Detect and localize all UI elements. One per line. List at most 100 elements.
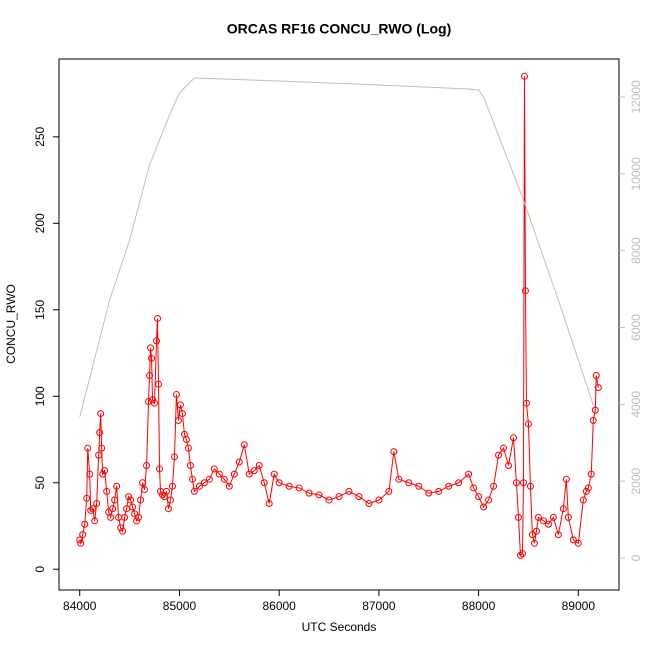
data-point <box>325 496 333 504</box>
data-point <box>164 505 172 513</box>
data-point <box>162 487 170 495</box>
data-point <box>235 458 243 466</box>
data-point <box>564 513 572 521</box>
data-point <box>594 384 602 392</box>
data-point <box>107 513 115 521</box>
data-point <box>174 416 182 424</box>
data-point <box>86 470 94 478</box>
data-point <box>143 461 151 469</box>
data-point <box>146 372 154 380</box>
data-point <box>260 479 268 487</box>
data-point <box>210 465 218 473</box>
x-tick-label: 88000 <box>462 599 496 613</box>
data-point <box>159 491 167 499</box>
data-point <box>255 461 263 469</box>
data-point <box>156 465 164 473</box>
data-point <box>225 482 233 490</box>
data-point <box>111 496 119 504</box>
data-point <box>295 484 303 492</box>
data-point <box>172 391 180 399</box>
data-point <box>549 513 557 521</box>
data-point <box>539 517 547 525</box>
data-point <box>103 487 111 495</box>
data-point <box>554 531 562 539</box>
data-point <box>526 482 534 490</box>
data-point <box>584 484 592 492</box>
y2-tick-label: 8000 <box>629 237 643 264</box>
data-point <box>93 500 101 508</box>
data-point <box>139 479 147 487</box>
data-point <box>435 487 443 495</box>
y-tick-label: 200 <box>33 213 47 233</box>
data-point <box>579 496 587 504</box>
data-point <box>275 479 283 487</box>
data-point <box>415 482 423 490</box>
data-point <box>512 479 520 487</box>
data-point <box>265 500 273 508</box>
data-point <box>176 401 184 409</box>
data-point <box>81 520 89 528</box>
data-point <box>240 441 248 449</box>
data-point <box>516 551 524 559</box>
data-point <box>480 503 488 511</box>
x-axis-label: UTC Seconds <box>302 620 377 634</box>
data-point <box>101 467 109 475</box>
data-point <box>109 505 117 513</box>
data-point <box>465 470 473 478</box>
data-point <box>587 470 595 478</box>
data-point <box>131 510 139 518</box>
data-point <box>135 513 143 521</box>
data-point <box>375 496 383 504</box>
data-point <box>117 524 125 532</box>
data-point <box>195 482 203 490</box>
data-point <box>190 487 198 495</box>
data-point <box>390 448 398 456</box>
data-point <box>200 479 208 487</box>
data-point <box>98 444 106 452</box>
data-point <box>79 531 87 539</box>
data-point <box>83 494 91 502</box>
data-point <box>121 513 129 521</box>
data-point <box>495 451 503 459</box>
data-point <box>510 434 518 442</box>
data-point <box>182 436 190 444</box>
data-point <box>589 416 597 424</box>
y-tick-label: 250 <box>33 127 47 147</box>
data-point <box>455 479 463 487</box>
data-point <box>119 527 127 535</box>
data-point <box>155 380 163 388</box>
data-point <box>514 513 522 521</box>
y2-tick-label: 10000 <box>629 157 643 191</box>
data-point <box>151 399 159 407</box>
data-point <box>592 372 600 380</box>
y2-tick-label: 12000 <box>629 80 643 114</box>
data-point <box>125 493 133 501</box>
data-point <box>133 517 141 525</box>
data-point <box>245 470 253 478</box>
data-point <box>205 475 213 483</box>
data-point <box>524 420 532 428</box>
data-point <box>89 505 97 513</box>
data-point <box>99 470 107 478</box>
data-point <box>230 470 238 478</box>
data-point <box>582 487 590 495</box>
data-point <box>522 399 530 407</box>
data-point <box>91 517 99 525</box>
data-point <box>490 482 498 490</box>
data-point <box>148 354 156 362</box>
y2-tick-label: 6000 <box>629 314 643 341</box>
x-tick-label: 86000 <box>262 599 296 613</box>
y-tick-label: 50 <box>33 476 47 490</box>
data-point <box>365 500 373 508</box>
data-point <box>76 536 84 544</box>
data-point <box>405 479 413 487</box>
data-point <box>485 496 493 504</box>
data-point <box>534 513 542 521</box>
data-point <box>335 493 343 501</box>
data-point <box>385 487 393 495</box>
data-point <box>505 461 513 469</box>
data-point <box>153 337 161 345</box>
x-tick-label: 84000 <box>63 599 97 613</box>
data-point <box>470 484 478 492</box>
